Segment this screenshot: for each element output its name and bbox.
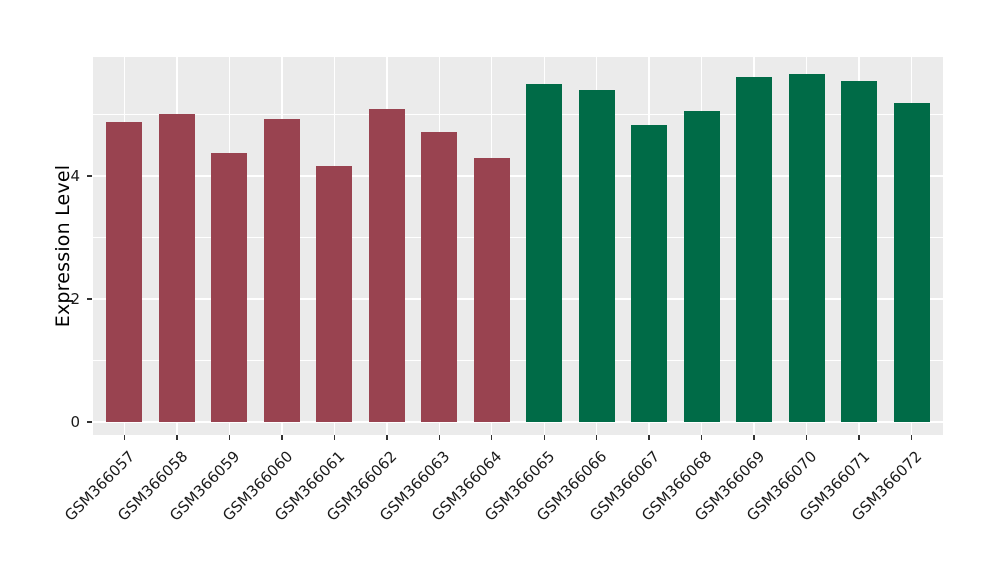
gridline-major-horizontal xyxy=(93,298,943,300)
bar-GSM366057 xyxy=(106,121,143,422)
gridline-minor-horizontal xyxy=(93,360,943,361)
bar-GSM366069 xyxy=(736,76,773,422)
y-axis-tick xyxy=(87,421,92,423)
x-axis-tick xyxy=(228,435,231,440)
bar-GSM366060 xyxy=(263,119,300,422)
x-axis-tick xyxy=(858,435,860,440)
x-axis-tick xyxy=(491,435,493,440)
x-axis-tick xyxy=(386,435,388,440)
bar-GSM366058 xyxy=(158,113,195,422)
bar-GSM366071 xyxy=(841,80,878,422)
x-axis-tick xyxy=(333,435,336,440)
bar-GSM366059 xyxy=(211,153,248,422)
x-axis-tick xyxy=(805,435,808,440)
bar-GSM366062 xyxy=(368,108,405,422)
bar-GSM366061 xyxy=(316,166,353,422)
y-tick-label: 4 xyxy=(70,166,80,185)
x-axis-tick xyxy=(910,435,913,440)
plot-panel xyxy=(93,57,943,435)
x-axis-tick xyxy=(176,435,178,440)
y-axis-tick xyxy=(87,175,92,177)
x-axis-tick xyxy=(281,435,283,440)
y-tick-label: 0 xyxy=(70,412,80,431)
bar-GSM366065 xyxy=(526,83,563,422)
y-tick-label: 2 xyxy=(70,289,80,308)
x-axis-tick xyxy=(123,435,126,440)
y-axis-title: Expression Level xyxy=(52,164,74,328)
x-axis-tick xyxy=(596,435,598,440)
y-axis-tick xyxy=(87,298,92,300)
x-axis-tick xyxy=(438,435,440,440)
gridline-major-horizontal xyxy=(93,175,943,177)
bar-GSM366068 xyxy=(683,110,720,422)
gridline-minor-horizontal xyxy=(93,114,943,115)
bar-GSM366072 xyxy=(893,102,930,422)
bar-GSM366063 xyxy=(421,131,458,422)
x-axis-tick xyxy=(753,435,755,440)
bar-GSM366067 xyxy=(631,124,668,422)
gridline-major-horizontal xyxy=(93,421,943,423)
bar-GSM366066 xyxy=(578,89,615,422)
bar-GSM366070 xyxy=(788,73,825,422)
bar-GSM366064 xyxy=(473,158,510,422)
x-axis-tick xyxy=(648,435,650,440)
x-axis-tick xyxy=(543,435,545,440)
gridline-minor-horizontal xyxy=(93,237,943,238)
x-axis-tick xyxy=(700,435,703,440)
